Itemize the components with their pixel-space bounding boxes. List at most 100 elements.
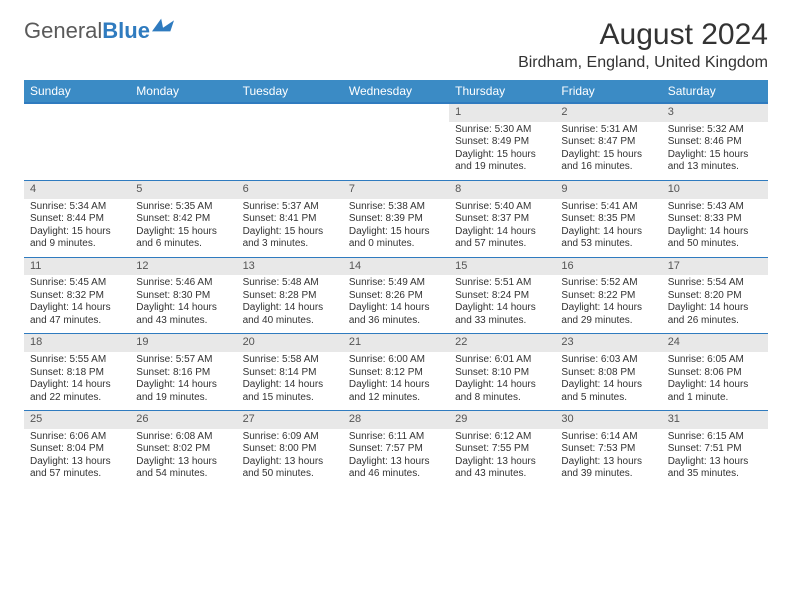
day-number: 14 — [343, 258, 449, 276]
weekday-header: Sunday — [24, 80, 130, 103]
weekday-header-row: SundayMondayTuesdayWednesdayThursdayFrid… — [24, 80, 768, 103]
day-body: Sunrise: 6:08 AMSunset: 8:02 PMDaylight:… — [130, 429, 236, 487]
day-body: Sunrise: 5:31 AMSunset: 8:47 PMDaylight:… — [555, 122, 661, 180]
sunset-line: Sunset: 8:18 PM — [30, 367, 124, 380]
day-body: Sunrise: 5:32 AMSunset: 8:46 PMDaylight:… — [662, 122, 768, 180]
sunset-line: Sunset: 7:51 PM — [668, 443, 762, 456]
sunset-line: Sunset: 8:22 PM — [561, 290, 655, 303]
calendar-row: 11Sunrise: 5:45 AMSunset: 8:32 PMDayligh… — [24, 257, 768, 334]
daylight-line: Daylight: 14 hours and 40 minutes. — [243, 302, 337, 327]
daylight-line: Daylight: 15 hours and 0 minutes. — [349, 226, 443, 251]
day-body: Sunrise: 6:06 AMSunset: 8:04 PMDaylight:… — [24, 429, 130, 487]
day-body: Sunrise: 5:49 AMSunset: 8:26 PMDaylight:… — [343, 275, 449, 333]
calendar-cell: 14Sunrise: 5:49 AMSunset: 8:26 PMDayligh… — [343, 257, 449, 334]
day-body: Sunrise: 5:54 AMSunset: 8:20 PMDaylight:… — [662, 275, 768, 333]
calendar-cell: 20Sunrise: 5:58 AMSunset: 8:14 PMDayligh… — [237, 334, 343, 411]
sunset-line: Sunset: 8:24 PM — [455, 290, 549, 303]
daylight-line: Daylight: 14 hours and 29 minutes. — [561, 302, 655, 327]
daylight-line: Daylight: 14 hours and 26 minutes. — [668, 302, 762, 327]
daylight-line: Daylight: 14 hours and 33 minutes. — [455, 302, 549, 327]
daylight-line: Daylight: 15 hours and 3 minutes. — [243, 226, 337, 251]
day-number: 5 — [130, 181, 236, 199]
calendar-cell: 5Sunrise: 5:35 AMSunset: 8:42 PMDaylight… — [130, 180, 236, 257]
sunset-line: Sunset: 8:30 PM — [136, 290, 230, 303]
sunrise-line: Sunrise: 6:01 AM — [455, 354, 549, 367]
sunset-line: Sunset: 8:26 PM — [349, 290, 443, 303]
calendar-cell: 31Sunrise: 6:15 AMSunset: 7:51 PMDayligh… — [662, 411, 768, 487]
calendar-cell: 7Sunrise: 5:38 AMSunset: 8:39 PMDaylight… — [343, 180, 449, 257]
sunset-line: Sunset: 8:46 PM — [668, 136, 762, 149]
sunset-line: Sunset: 8:12 PM — [349, 367, 443, 380]
sunrise-line: Sunrise: 6:08 AM — [136, 431, 230, 444]
header: GeneralBlue August 2024 Birdham, England… — [24, 18, 768, 72]
calendar-cell: 15Sunrise: 5:51 AMSunset: 8:24 PMDayligh… — [449, 257, 555, 334]
daylight-line: Daylight: 14 hours and 22 minutes. — [30, 379, 124, 404]
sunrise-line: Sunrise: 5:37 AM — [243, 201, 337, 214]
sunrise-line: Sunrise: 5:55 AM — [30, 354, 124, 367]
calendar-cell — [343, 103, 449, 180]
day-body: Sunrise: 5:51 AMSunset: 8:24 PMDaylight:… — [449, 275, 555, 333]
calendar-cell: 23Sunrise: 6:03 AMSunset: 8:08 PMDayligh… — [555, 334, 661, 411]
calendar-cell: 4Sunrise: 5:34 AMSunset: 8:44 PMDaylight… — [24, 180, 130, 257]
day-body: Sunrise: 6:00 AMSunset: 8:12 PMDaylight:… — [343, 352, 449, 410]
sunset-line: Sunset: 8:14 PM — [243, 367, 337, 380]
calendar-cell: 27Sunrise: 6:09 AMSunset: 8:00 PMDayligh… — [237, 411, 343, 487]
sunrise-line: Sunrise: 6:03 AM — [561, 354, 655, 367]
calendar-cell — [130, 103, 236, 180]
calendar-cell: 28Sunrise: 6:11 AMSunset: 7:57 PMDayligh… — [343, 411, 449, 487]
sunset-line: Sunset: 8:47 PM — [561, 136, 655, 149]
daylight-line: Daylight: 14 hours and 36 minutes. — [349, 302, 443, 327]
daylight-line: Daylight: 14 hours and 8 minutes. — [455, 379, 549, 404]
day-number: 2 — [555, 104, 661, 122]
calendar-cell: 30Sunrise: 6:14 AMSunset: 7:53 PMDayligh… — [555, 411, 661, 487]
day-number: 30 — [555, 411, 661, 429]
sunrise-line: Sunrise: 6:12 AM — [455, 431, 549, 444]
sunset-line: Sunset: 8:33 PM — [668, 213, 762, 226]
calendar-cell: 6Sunrise: 5:37 AMSunset: 8:41 PMDaylight… — [237, 180, 343, 257]
sunset-line: Sunset: 8:02 PM — [136, 443, 230, 456]
calendar-cell: 26Sunrise: 6:08 AMSunset: 8:02 PMDayligh… — [130, 411, 236, 487]
sunset-line: Sunset: 7:57 PM — [349, 443, 443, 456]
sunrise-line: Sunrise: 5:43 AM — [668, 201, 762, 214]
day-number: 11 — [24, 258, 130, 276]
day-number: 25 — [24, 411, 130, 429]
day-number: 28 — [343, 411, 449, 429]
calendar-cell: 12Sunrise: 5:46 AMSunset: 8:30 PMDayligh… — [130, 257, 236, 334]
day-body: Sunrise: 5:52 AMSunset: 8:22 PMDaylight:… — [555, 275, 661, 333]
daylight-line: Daylight: 13 hours and 57 minutes. — [30, 456, 124, 481]
day-body: Sunrise: 6:09 AMSunset: 8:00 PMDaylight:… — [237, 429, 343, 487]
brand-logo: GeneralBlue — [24, 18, 174, 44]
sunset-line: Sunset: 8:41 PM — [243, 213, 337, 226]
day-number: 20 — [237, 334, 343, 352]
sunrise-line: Sunrise: 5:48 AM — [243, 277, 337, 290]
calendar-row: 1Sunrise: 5:30 AMSunset: 8:49 PMDaylight… — [24, 103, 768, 180]
calendar-cell: 1Sunrise: 5:30 AMSunset: 8:49 PMDaylight… — [449, 103, 555, 180]
day-number: 10 — [662, 181, 768, 199]
daylight-line: Daylight: 13 hours and 50 minutes. — [243, 456, 337, 481]
sunset-line: Sunset: 8:20 PM — [668, 290, 762, 303]
day-number: 31 — [662, 411, 768, 429]
day-number: 19 — [130, 334, 236, 352]
month-title: August 2024 — [518, 18, 768, 52]
daylight-line: Daylight: 13 hours and 35 minutes. — [668, 456, 762, 481]
location: Birdham, England, United Kingdom — [518, 54, 768, 72]
sunrise-line: Sunrise: 6:11 AM — [349, 431, 443, 444]
daylight-line: Daylight: 14 hours and 19 minutes. — [136, 379, 230, 404]
daylight-line: Daylight: 15 hours and 16 minutes. — [561, 149, 655, 174]
calendar-cell: 18Sunrise: 5:55 AMSunset: 8:18 PMDayligh… — [24, 334, 130, 411]
weekday-header: Tuesday — [237, 80, 343, 103]
day-number: 13 — [237, 258, 343, 276]
daylight-line: Daylight: 13 hours and 54 minutes. — [136, 456, 230, 481]
weekday-header: Monday — [130, 80, 236, 103]
calendar-cell: 21Sunrise: 6:00 AMSunset: 8:12 PMDayligh… — [343, 334, 449, 411]
day-number: 27 — [237, 411, 343, 429]
title-block: August 2024 Birdham, England, United Kin… — [518, 18, 768, 72]
calendar-cell: 3Sunrise: 5:32 AMSunset: 8:46 PMDaylight… — [662, 103, 768, 180]
brand-part1: General — [24, 18, 102, 44]
daylight-line: Daylight: 14 hours and 53 minutes. — [561, 226, 655, 251]
sunrise-line: Sunrise: 5:57 AM — [136, 354, 230, 367]
day-body: Sunrise: 5:35 AMSunset: 8:42 PMDaylight:… — [130, 199, 236, 257]
day-number: 3 — [662, 104, 768, 122]
daylight-line: Daylight: 15 hours and 9 minutes. — [30, 226, 124, 251]
calendar-cell: 24Sunrise: 6:05 AMSunset: 8:06 PMDayligh… — [662, 334, 768, 411]
